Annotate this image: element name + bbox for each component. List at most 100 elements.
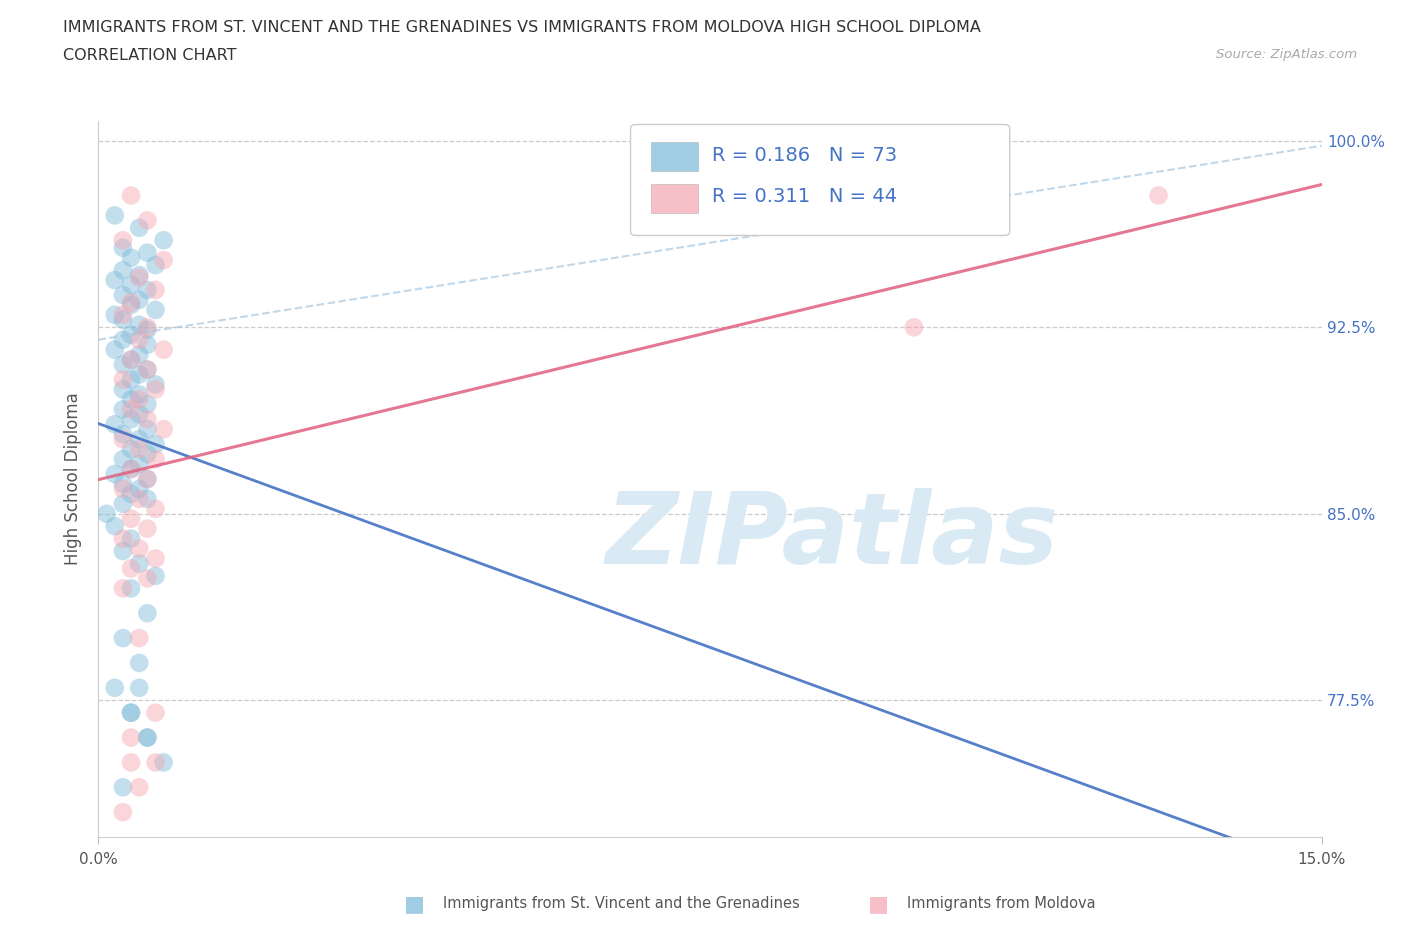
Point xyxy=(120,531,142,546)
Point xyxy=(128,392,150,406)
Point xyxy=(145,501,167,516)
FancyBboxPatch shape xyxy=(651,184,697,213)
Point xyxy=(128,387,150,402)
Point xyxy=(111,372,134,387)
Point xyxy=(128,367,150,382)
Point xyxy=(145,551,167,566)
Point xyxy=(136,246,159,260)
Point xyxy=(104,417,127,432)
Text: Immigrants from St. Vincent and the Grenadines: Immigrants from St. Vincent and the Gren… xyxy=(443,897,800,911)
Point xyxy=(111,531,134,546)
Point xyxy=(104,308,127,323)
Point xyxy=(903,320,925,335)
Point xyxy=(128,347,150,362)
Point xyxy=(128,656,150,671)
Point xyxy=(128,541,150,556)
Text: Immigrants from Moldova: Immigrants from Moldova xyxy=(907,897,1095,911)
FancyBboxPatch shape xyxy=(630,125,1010,235)
Y-axis label: High School Diploma: High School Diploma xyxy=(65,392,83,565)
Point xyxy=(120,486,142,501)
Point xyxy=(120,277,142,292)
Point xyxy=(120,298,142,312)
Point xyxy=(145,382,167,397)
Text: ■: ■ xyxy=(869,894,889,914)
Point xyxy=(111,232,134,247)
Point xyxy=(120,392,142,406)
Point xyxy=(145,755,167,770)
Point xyxy=(111,262,134,277)
Point xyxy=(136,422,159,437)
Point xyxy=(136,491,159,506)
Point xyxy=(120,512,142,526)
Point xyxy=(120,352,142,367)
Point xyxy=(152,422,174,437)
Point xyxy=(111,544,134,559)
Point xyxy=(145,283,167,298)
Point xyxy=(120,561,142,576)
Point xyxy=(145,452,167,467)
Point xyxy=(128,442,150,457)
Text: IMMIGRANTS FROM ST. VINCENT AND THE GRENADINES VS IMMIGRANTS FROM MOLDOVA HIGH S: IMMIGRANTS FROM ST. VINCENT AND THE GREN… xyxy=(63,20,981,35)
Point xyxy=(111,332,134,347)
Point xyxy=(136,362,159,377)
Point xyxy=(111,402,134,417)
Point xyxy=(152,232,174,247)
Point xyxy=(128,491,150,506)
Point xyxy=(145,568,167,583)
Point xyxy=(104,519,127,534)
Point xyxy=(128,556,150,571)
Point xyxy=(128,457,150,472)
Point xyxy=(111,497,134,512)
Point xyxy=(111,427,134,442)
Point xyxy=(104,342,127,357)
Point xyxy=(136,323,159,338)
Point xyxy=(136,472,159,486)
Point xyxy=(120,755,142,770)
Point xyxy=(152,253,174,268)
Point xyxy=(136,320,159,335)
Point xyxy=(136,605,159,620)
Point xyxy=(120,295,142,310)
Point xyxy=(128,681,150,696)
Text: CORRELATION CHART: CORRELATION CHART xyxy=(63,48,236,63)
Text: R = 0.186   N = 73: R = 0.186 N = 73 xyxy=(713,146,897,165)
Point xyxy=(120,352,142,367)
Point xyxy=(145,258,167,272)
Point xyxy=(136,362,159,377)
Point xyxy=(128,220,150,235)
Point xyxy=(111,382,134,397)
Point xyxy=(111,631,134,645)
Point xyxy=(128,631,150,645)
Point xyxy=(136,472,159,486)
Point xyxy=(128,780,150,795)
Point xyxy=(128,482,150,497)
Point xyxy=(96,506,118,521)
Point xyxy=(136,730,159,745)
Point xyxy=(111,780,134,795)
Point xyxy=(120,188,142,203)
Point xyxy=(120,442,142,457)
Point xyxy=(128,268,150,283)
Point xyxy=(136,446,159,461)
Point xyxy=(145,302,167,317)
Point xyxy=(128,270,150,285)
Point xyxy=(145,437,167,452)
Point xyxy=(111,240,134,255)
Text: R = 0.311   N = 44: R = 0.311 N = 44 xyxy=(713,187,897,206)
Point xyxy=(111,476,134,491)
Point xyxy=(128,406,150,421)
Point xyxy=(120,461,142,476)
Point xyxy=(128,292,150,307)
Point xyxy=(136,397,159,412)
Point xyxy=(120,402,142,417)
Point xyxy=(145,377,167,392)
Point xyxy=(120,327,142,342)
Point xyxy=(136,521,159,536)
Point xyxy=(111,804,134,819)
FancyBboxPatch shape xyxy=(651,142,697,171)
Point xyxy=(136,213,159,228)
Point xyxy=(128,332,150,347)
Point xyxy=(136,283,159,298)
Point xyxy=(120,705,142,720)
Point xyxy=(111,452,134,467)
